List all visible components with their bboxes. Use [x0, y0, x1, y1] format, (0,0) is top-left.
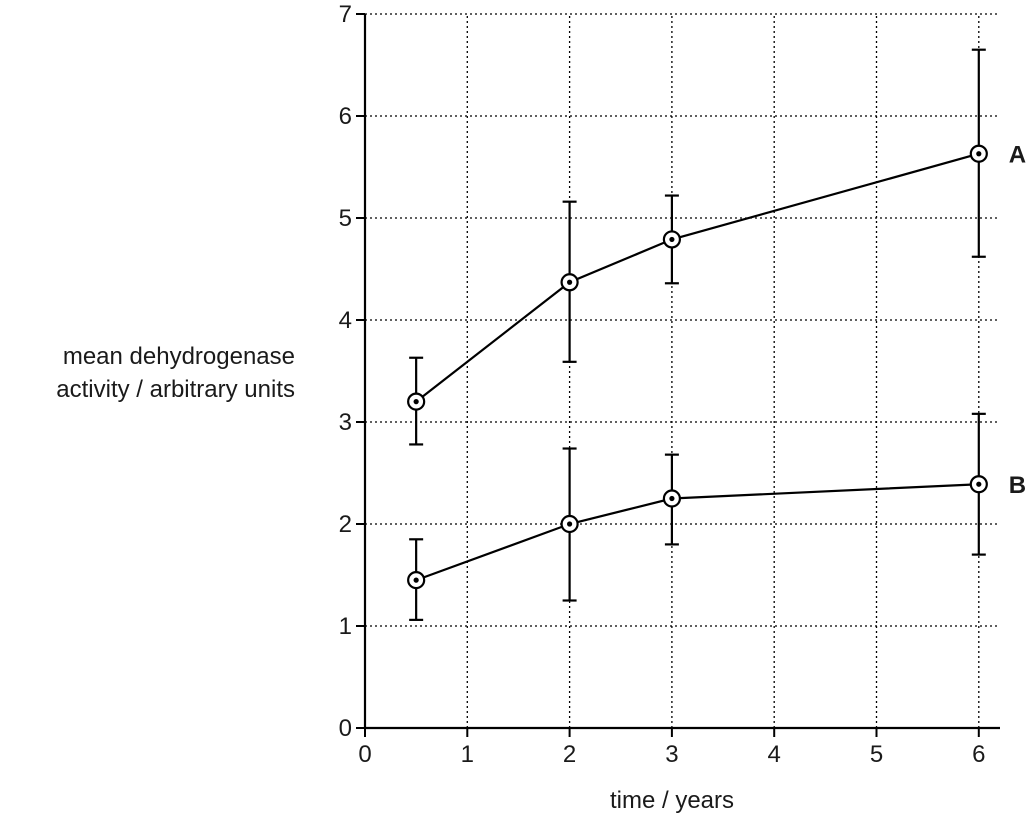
axes — [363, 14, 1000, 730]
x-tick-label-4: 4 — [768, 741, 781, 768]
y-tick-label-7: 7 — [339, 1, 352, 28]
grid — [365, 13, 1000, 728]
series-a-point-dot-2 — [669, 236, 675, 243]
x-axis-title: time / years — [610, 787, 734, 814]
series-b-line — [415, 483, 979, 582]
series-a-line — [415, 152, 980, 403]
y-tick-label-2: 2 — [339, 511, 352, 538]
x-tick-label-2: 2 — [563, 741, 576, 768]
y-tick-label-5: 5 — [339, 205, 352, 232]
series-b-point-dot-0 — [413, 577, 419, 583]
x-tick-label-5: 5 — [870, 741, 883, 768]
y-tick-label-0: 0 — [339, 715, 352, 742]
y-tick-label-3: 3 — [339, 409, 352, 436]
series-a-point-dot-1 — [567, 279, 573, 285]
series-a-point-dot-0 — [413, 399, 419, 405]
series-a: A — [407, 48, 1026, 446]
x-tick-label-3: 3 — [665, 741, 678, 768]
series-b-point-dot-2 — [669, 495, 675, 502]
y-axis-title-line-2: activity / arbitrary units — [56, 376, 295, 403]
x-tick-label-1: 1 — [461, 741, 474, 768]
series-a-label: A — [1009, 142, 1026, 169]
series-a-point-dot-3 — [976, 151, 982, 157]
series-b: B — [407, 412, 1026, 621]
series-b-label: B — [1009, 472, 1026, 499]
ticks: 0 1 2 3 4 5 6 0 1 2 3 4 5 6 7 — [339, 1, 986, 768]
x-tick-label-6: 6 — [972, 741, 985, 768]
y-tick-label-1: 1 — [339, 613, 352, 640]
y-axis-title-line-1: mean dehydrogenase — [63, 343, 295, 370]
y-tick-label-4: 4 — [339, 307, 352, 334]
y-tick-label-6: 6 — [339, 103, 352, 130]
x-tick-label-0: 0 — [358, 741, 371, 768]
series-layer: AB — [407, 48, 1026, 621]
series-b-point-dot-3 — [976, 481, 982, 487]
series-b-point-dot-1 — [567, 521, 573, 527]
